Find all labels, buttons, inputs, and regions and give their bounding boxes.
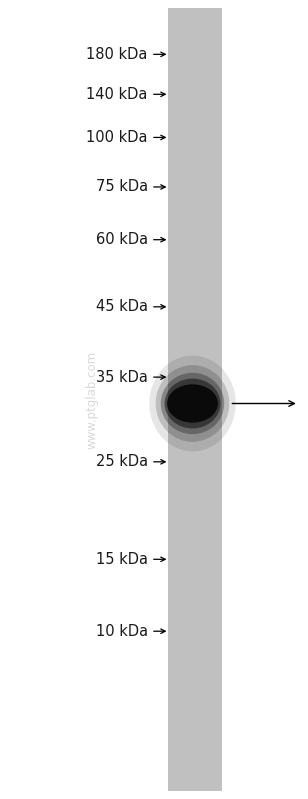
Text: 180 kDa: 180 kDa (87, 47, 148, 62)
Text: 45 kDa: 45 kDa (96, 300, 148, 314)
Bar (168, 8, 222, 791)
Ellipse shape (149, 356, 236, 451)
Text: 75 kDa: 75 kDa (96, 180, 148, 194)
Text: 10 kDa: 10 kDa (96, 624, 148, 638)
Text: 25 kDa: 25 kDa (96, 455, 148, 469)
Text: 35 kDa: 35 kDa (96, 370, 148, 384)
Ellipse shape (156, 365, 229, 442)
Ellipse shape (167, 384, 218, 423)
Text: 60 kDa: 60 kDa (96, 233, 148, 247)
Ellipse shape (164, 379, 221, 428)
Ellipse shape (161, 373, 224, 434)
Text: 100 kDa: 100 kDa (86, 130, 148, 145)
Text: 15 kDa: 15 kDa (96, 552, 148, 566)
Text: www.ptglab.com: www.ptglab.com (86, 351, 99, 448)
Text: 140 kDa: 140 kDa (87, 87, 148, 101)
